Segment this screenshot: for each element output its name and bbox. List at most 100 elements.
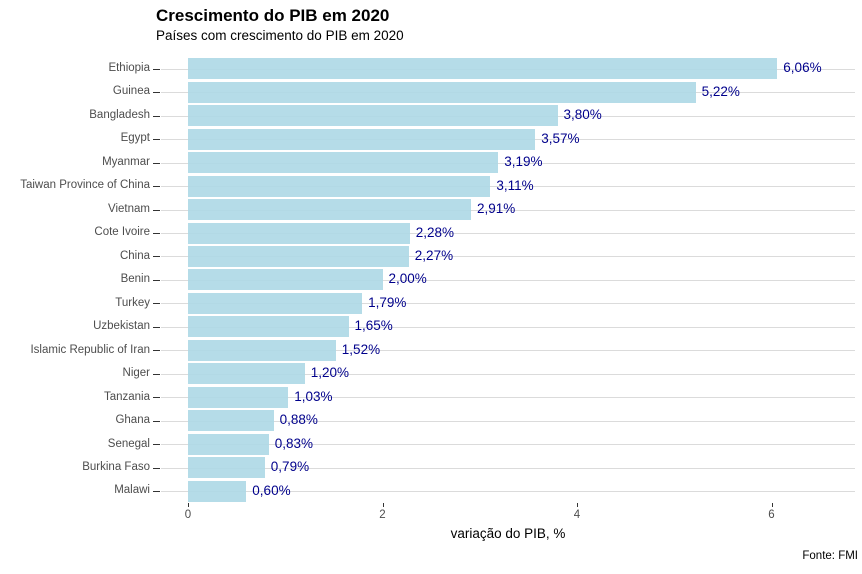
category-label: Taiwan Province of China — [20, 179, 150, 192]
bar-row: Bangladesh 3,80% — [0, 104, 862, 127]
y-axis-tick — [153, 279, 160, 281]
bar-row: Ghana 0,88% — [0, 409, 862, 432]
y-axis-tick — [153, 68, 160, 70]
value-label: 0,60% — [252, 482, 291, 498]
chart-caption: Fonte: FMI — [802, 550, 858, 562]
category-gridline — [161, 350, 855, 352]
y-axis-tick — [153, 397, 160, 399]
category-label: Benin — [120, 273, 150, 286]
bar — [188, 292, 363, 314]
bar-row: Senegal 0,83% — [0, 433, 862, 456]
category-gridline — [161, 256, 855, 258]
x-axis-tick — [382, 503, 384, 507]
value-label: 0,79% — [270, 459, 310, 475]
category-label: Uzbekistan — [93, 320, 150, 333]
value-label: 1,03% — [294, 388, 333, 404]
category-gridline — [161, 397, 855, 399]
y-axis-tick — [153, 444, 160, 446]
bar-row: Myanmar 3,19% — [0, 151, 862, 174]
bar-row: Taiwan Province of China 3,11% — [0, 174, 862, 197]
bar-row: Benin 2,00% — [0, 268, 862, 291]
value-label: 1,52% — [341, 341, 381, 357]
value-label: 0,88% — [279, 412, 318, 428]
bar — [188, 363, 305, 385]
category-label: Cote Ivoire — [94, 226, 150, 239]
bar — [188, 175, 491, 197]
y-axis-tick — [153, 350, 160, 352]
bar-row: Tanzania 1,03% — [0, 386, 862, 409]
category-gridline — [161, 186, 855, 188]
value-label: 2,91% — [477, 201, 516, 217]
category-gridline — [161, 373, 855, 375]
category-gridline — [161, 420, 855, 422]
y-axis-tick — [153, 303, 160, 305]
bar-row: Islamic Republic of Iran 1,52% — [0, 339, 862, 362]
y-axis-tick — [153, 491, 160, 493]
x-axis-tick-label: 0 — [184, 509, 192, 521]
x-axis-tick — [771, 503, 773, 507]
category-gridline — [161, 209, 855, 211]
bar — [188, 386, 289, 408]
value-label: 1,79% — [368, 294, 407, 310]
bar-row: Ethiopia 6,06% — [0, 57, 862, 80]
category-label: China — [119, 249, 150, 262]
y-axis-tick — [153, 162, 160, 164]
y-axis-tick — [153, 139, 160, 141]
x-axis-tick-label: 6 — [768, 509, 775, 521]
category-label: Myanmar — [102, 155, 150, 168]
value-label: 3,57% — [541, 130, 580, 146]
y-axis-tick — [153, 92, 160, 94]
y-axis-tick — [153, 186, 160, 188]
category-label: Vietnam — [108, 202, 150, 215]
y-axis-tick — [153, 256, 160, 258]
value-label: 2,00% — [388, 271, 427, 287]
value-label: 2,28% — [415, 224, 454, 240]
y-axis-tick — [153, 373, 160, 375]
bar-row: Cote Ivoire 2,28% — [0, 221, 862, 244]
category-label: Niger — [122, 367, 150, 380]
x-axis-tick-label: 2 — [379, 509, 386, 521]
value-label: 3,11% — [496, 177, 534, 193]
category-label: Bangladesh — [89, 108, 150, 121]
bar — [188, 222, 410, 244]
category-gridline — [161, 233, 855, 234]
category-label: Egypt — [120, 132, 150, 145]
y-axis-tick — [153, 115, 160, 117]
y-axis-tick — [153, 233, 160, 234]
category-label: Islamic Republic of Iran — [30, 343, 150, 356]
bar — [188, 339, 336, 361]
value-label: 5,22% — [701, 83, 740, 99]
category-gridline — [161, 279, 855, 281]
bar-row: Uzbekistan 1,65% — [0, 315, 862, 338]
bar — [188, 245, 409, 267]
x-axis-title: variação do PIB, % — [450, 526, 566, 541]
x-axis-tick — [188, 503, 189, 507]
bar — [188, 81, 696, 103]
x-axis-tick — [577, 503, 578, 507]
bar — [188, 105, 558, 127]
category-label: Ghana — [115, 414, 150, 427]
y-axis-tick — [153, 209, 160, 211]
bar — [188, 410, 274, 432]
category-label: Burkina Faso — [82, 460, 150, 473]
bar-row: Egypt 3,57% — [0, 127, 862, 150]
chart-title: Crescimento do PIB em 2020 — [156, 6, 390, 25]
category-gridline — [161, 444, 855, 446]
value-label: 1,65% — [354, 318, 393, 334]
value-label: 1,20% — [310, 365, 349, 381]
y-axis-tick — [153, 467, 160, 469]
category-label: Malawi — [114, 484, 150, 497]
category-gridline — [161, 326, 855, 328]
bar — [188, 58, 778, 80]
value-label: 3,19% — [504, 154, 543, 170]
bar-row: China 2,27% — [0, 245, 862, 268]
bar-row: Niger 1,20% — [0, 362, 862, 385]
value-label: 3,80% — [563, 107, 602, 123]
category-label: Ethiopia — [108, 62, 150, 74]
category-gridline — [161, 467, 855, 469]
bar-row: Turkey 1,79% — [0, 292, 862, 315]
category-gridline — [161, 303, 855, 305]
y-axis-tick — [153, 420, 160, 422]
value-label: 0,83% — [274, 435, 313, 451]
